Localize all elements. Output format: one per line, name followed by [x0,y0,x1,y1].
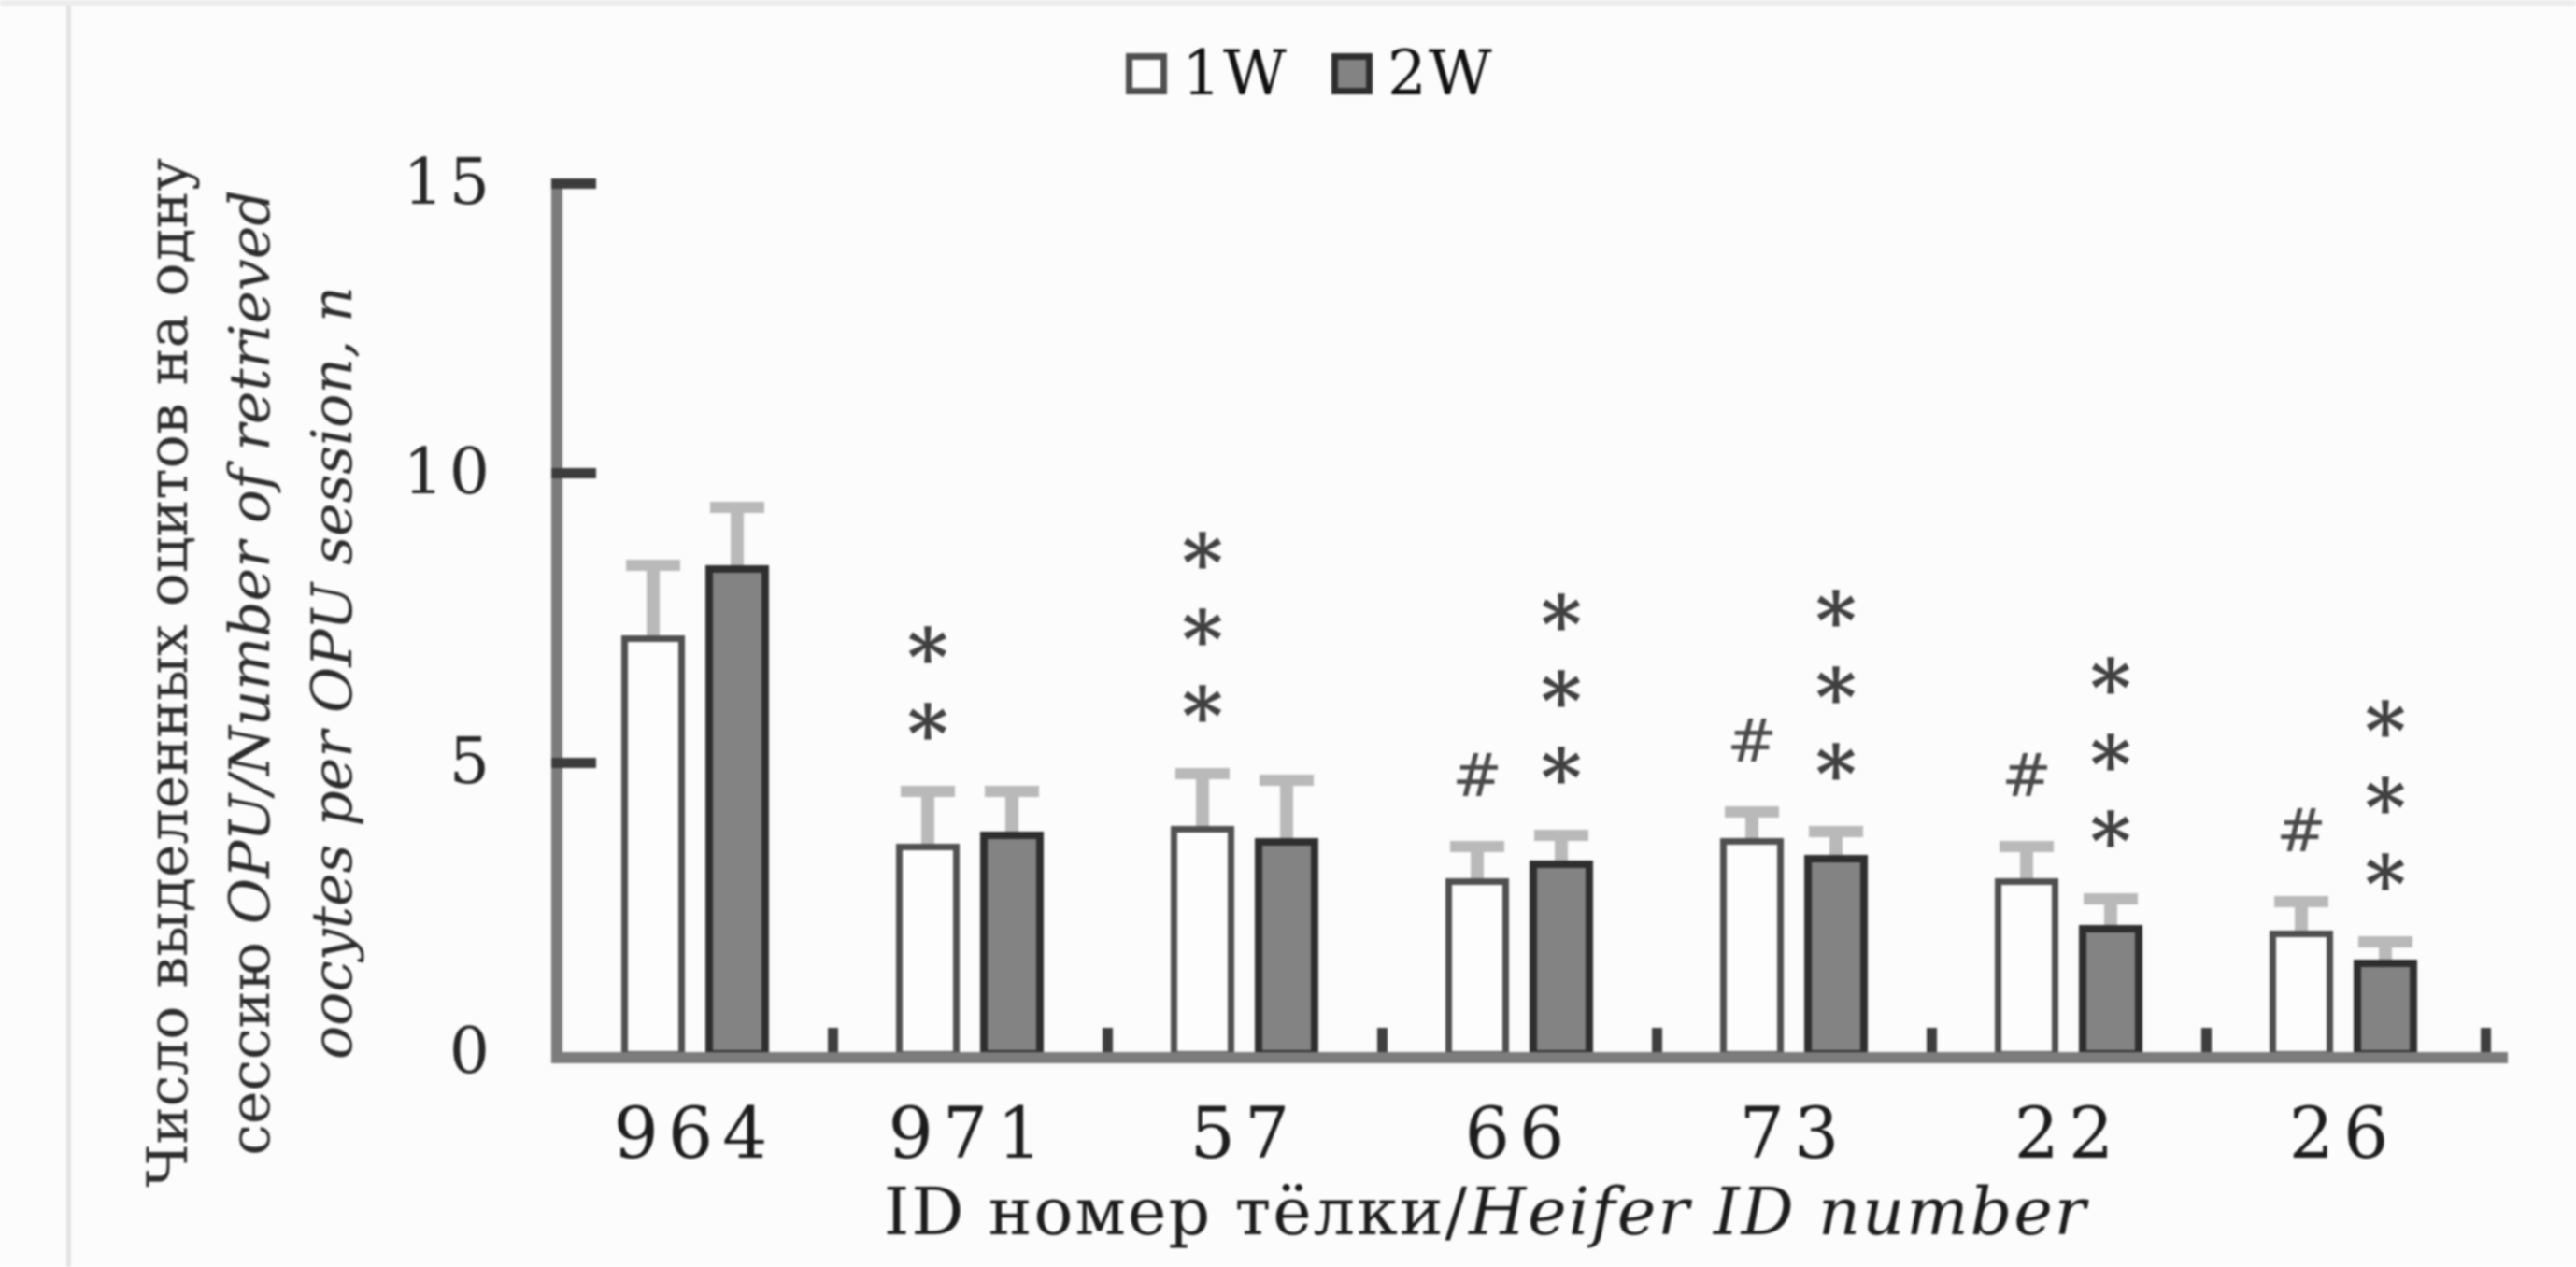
error-bar-cap [901,786,955,797]
y-axis-tick-label-5: 5 [448,725,495,799]
significance-asterisks: * * [907,611,948,780]
scan-edge-left-rule [66,0,71,1267]
significance-hash: # [1727,706,1777,776]
significance-asterisks: * * * [1815,575,1857,821]
significance-hash: # [2276,796,2327,866]
legend-swatch-1w-icon [1126,52,1167,94]
x-axis-tick [828,1028,838,1052]
y-axis-line [551,179,562,1063]
scan-edge-top-rule [0,0,2576,6]
error-bar-cap [2358,936,2412,948]
x-axis-tick [1103,1028,1113,1052]
significance-asterisks: * * * [1182,517,1223,763]
x-axis-title: ID номер тёлки/Heifer ID number [486,1174,2485,1250]
error-bar-stem [1471,846,1484,884]
error-bar-cap [626,560,680,572]
error-bar-cap [1809,826,1863,838]
legend-item-2w: 2W [1331,37,1494,109]
error-bar-stem [2379,942,2392,965]
x-axis-tick [1652,1028,1662,1052]
error-bar-cap [1725,805,1779,818]
error-bar-cap [1450,840,1504,852]
error-bar-cap [2084,892,2138,904]
y-axis-tick [551,468,596,478]
bar-1w-22 [1995,878,2058,1058]
error-bar-cap [1260,774,1314,786]
x-axis-tick [2201,1028,2212,1052]
bar-2w-57 [1255,837,1318,1058]
error-bar-cap [2000,840,2054,852]
bar-2w-971 [980,832,1044,1058]
bar-2w-73 [1804,855,1868,1058]
error-bar-cap [2274,895,2328,907]
error-bar-cap [1534,829,1588,841]
x-axis-tick [1927,1028,1937,1052]
x-category-label: 964 [613,1091,777,1174]
error-bar-stem [2104,898,2117,931]
bar-1w-73 [1720,837,1784,1058]
x-axis-tick [2481,1028,2491,1052]
error-bar-stem [2020,846,2033,884]
bar-2w-22 [2079,924,2142,1058]
error-bar-cap [710,502,764,514]
bar-1w-66 [1445,878,1509,1058]
error-bar-stem [1745,811,1758,844]
error-bar-stem [731,507,744,572]
error-bar-stem [1196,774,1209,833]
error-bar-stem [1555,834,1568,867]
x-category-label: 22 [2014,1091,2124,1174]
x-category-label: 73 [1739,1091,1849,1174]
y-axis-tick-label-15: 15 [403,146,495,220]
error-bar-cap [985,786,1039,797]
significance-asterisks: * * * [2365,685,2406,932]
bar-2w-964 [705,565,769,1058]
x-axis-title-regular: ID номер тёлки/ [883,1174,1470,1250]
y-axis-title-line-2: сессию OPU/Number of retrieved [218,190,283,1156]
error-bar-stem [1005,791,1018,838]
legend-label-2w: 2W [1387,37,1494,109]
bar-1w-971 [896,843,960,1058]
y-axis-tick-label-10: 10 [403,435,495,509]
chart-legend: 1W 2W [1126,37,1494,109]
error-bar-stem [647,565,660,641]
x-axis-line [551,1052,2508,1063]
y-axis-tick [551,758,596,768]
significance-hash: # [1452,741,1502,811]
significance-asterisks: * * * [2090,641,2131,888]
y-axis-title-line-3: oocytes per OPU session, n [300,286,365,1060]
x-axis-title-italic: Heifer ID number [1469,1174,2088,1250]
x-category-label: 57 [1189,1091,1300,1174]
x-category-label: 66 [1464,1091,1574,1174]
y-axis-tick-label-0: 0 [448,1015,495,1089]
bar-2w-66 [1530,861,1593,1058]
legend-swatch-2w-icon [1331,52,1373,94]
error-bar-stem [1829,832,1843,861]
bar-1w-964 [621,634,685,1058]
error-bar-cap [1175,768,1230,780]
y-axis-title-line-1: Число выделенных оцитов на одну [135,158,201,1188]
bar-2w-26 [2354,959,2417,1058]
error-bar-stem [2295,901,2308,936]
y-axis-title: Число выделенных оцитов на одну сессию O… [127,140,374,1205]
bar-1w-26 [2270,930,2333,1058]
y-axis-tick [551,178,596,189]
significance-hash: # [2001,741,2052,811]
legend-label-1w: 1W [1182,37,1288,109]
error-bar-stem [1280,779,1293,844]
bar-1w-57 [1171,826,1234,1058]
legend-item-1w: 1W [1126,37,1288,109]
x-axis-tick [1377,1028,1388,1052]
x-category-label: 971 [888,1091,1052,1174]
significance-asterisks: * * * [1541,577,1582,824]
x-category-label: 26 [2288,1091,2398,1174]
error-bar-stem [921,791,934,849]
